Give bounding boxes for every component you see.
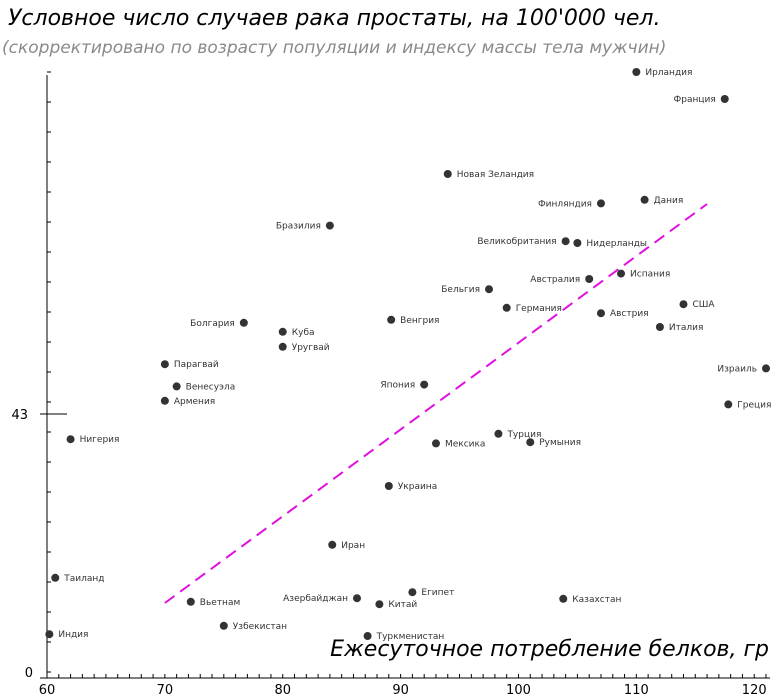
point-label: Египет [421,588,454,598]
data-point [51,573,60,582]
point-label: Узбекистан [233,622,287,632]
data-point [160,396,169,405]
point-label: Туркменистан [376,632,445,642]
point-label: Румыния [539,438,581,448]
data-point [585,275,594,283]
data-point [420,380,429,389]
point-label: Австрия [610,309,649,319]
point-label: Новая Зеландия [457,170,534,180]
data-point [617,269,626,278]
y-tick-label: 0 [25,666,33,681]
chart-subtitle: (скорректировано по возрасту популяции и… [2,38,667,58]
point-label: Бразилия [276,222,321,232]
data-point [632,68,641,76]
data-point [431,439,440,448]
point-label: Венесуэла [186,382,236,392]
point-label: Франция [673,95,715,105]
data-point [762,364,770,373]
point-label: Китай [388,600,417,610]
point-label: Ирландия [645,68,692,78]
data-point [375,600,384,609]
point-label: Армения [174,397,215,407]
point-label: Израиль [717,364,757,374]
chart-title: Условное число случаев рака простаты, на… [8,6,661,31]
point-label: Таиланд [63,574,104,584]
data-point [561,237,570,246]
x-tick-label: 70 [157,683,174,698]
point-label: Нидерланды [586,239,647,249]
data-point [172,382,181,391]
data-point [219,621,228,630]
data-point [720,95,729,103]
x-tick-label: 100 [506,683,531,698]
point-label: Венгрия [400,316,439,326]
point-label: Вьетнам [200,598,240,608]
point-label: Индия [58,630,88,640]
data-point [573,239,582,247]
point-label: Германия [516,304,562,314]
point-label: Италия [669,323,704,333]
point-label: Дания [654,196,684,206]
data-point [387,315,396,324]
x-axis-label: Ежесуточное потребление белков, гр [330,637,769,662]
point-label: Уругвай [292,343,330,353]
data-point [408,588,417,597]
point-label: Парагвай [174,360,219,370]
data-point [352,594,361,603]
point-label: Япония [380,381,415,391]
data-point [186,597,195,606]
x-tick-label: 60 [39,683,56,698]
data-point [526,438,535,447]
data-point [66,435,75,444]
data-point [596,309,605,318]
trend-line [164,203,708,604]
point-label: Нигерия [80,435,120,445]
data-point [278,327,287,336]
data-point [502,303,511,312]
data-point [384,482,393,490]
data-point [239,318,248,327]
x-tick-label: 90 [392,683,409,698]
data-point [328,540,337,549]
data-point [679,300,688,309]
point-label: Куба [292,328,315,338]
y-tick-label: 43 [11,408,28,423]
point-label: Азербайджан [283,594,348,604]
data-point [640,195,649,204]
point-label: Австралия [530,275,580,285]
data-point [655,323,664,331]
point-label: Казахстан [572,595,621,605]
point-label: Турция [506,430,541,440]
data-point [363,632,372,640]
data-point [160,360,169,369]
data-point [559,594,568,603]
point-label: Украина [398,482,437,492]
x-tick-label: 110 [624,683,649,698]
data-point [325,221,334,230]
data-point [278,342,287,351]
point-label: США [692,300,715,310]
point-label: Великобритания [477,237,556,247]
data-point [494,429,503,438]
data-point [596,199,605,208]
point-label: Бельгия [441,285,480,295]
point-label: Испания [630,270,670,280]
data-point [724,400,733,409]
point-label: Мексика [445,439,486,449]
point-label: Греция [737,400,771,410]
data-point [485,285,494,294]
x-tick-label: 80 [274,683,291,698]
data-point [443,170,452,178]
x-tick-label: 120 [742,683,767,698]
point-label: Болгария [190,319,235,329]
point-label: Иран [341,541,365,551]
point-label: Финляндия [538,199,592,209]
data-point [45,630,54,639]
